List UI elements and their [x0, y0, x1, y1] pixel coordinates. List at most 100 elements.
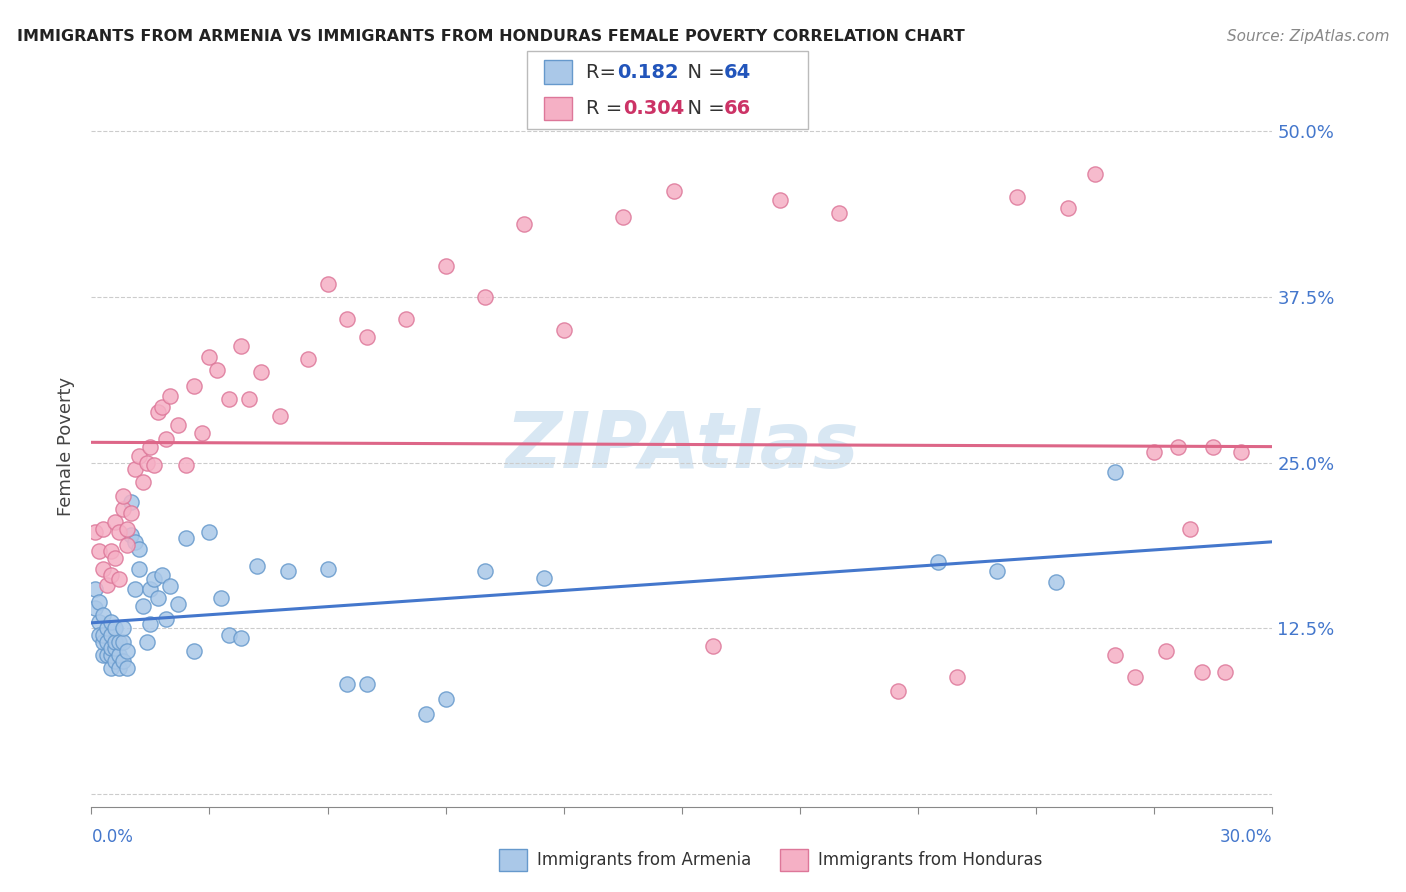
Point: [356, 329, 378, 343]
Point: [91, 648, 114, 662]
Point: [1202, 440, 1225, 454]
Point: [174, 458, 197, 473]
Point: [1213, 665, 1236, 679]
Point: [115, 644, 138, 658]
Text: Source: ZipAtlas.com: Source: ZipAtlas.com: [1226, 29, 1389, 44]
Point: [131, 475, 153, 490]
Point: [155, 612, 177, 626]
Point: [89, 544, 111, 558]
Point: [316, 561, 339, 575]
Point: [131, 599, 153, 613]
Point: [209, 591, 232, 605]
Point: [946, 670, 969, 684]
Point: [1084, 167, 1107, 181]
Point: [1104, 648, 1126, 662]
Point: [474, 290, 496, 304]
Point: [124, 535, 146, 549]
Text: N =: N =: [675, 99, 731, 118]
Point: [104, 515, 127, 529]
Point: [474, 564, 496, 578]
Point: [139, 617, 162, 632]
Point: [108, 572, 131, 586]
Point: [1154, 644, 1177, 658]
Point: [111, 655, 134, 669]
Point: [135, 456, 157, 470]
Point: [100, 648, 122, 662]
Point: [1056, 201, 1078, 215]
Point: [91, 628, 114, 642]
Point: [96, 577, 118, 591]
Point: [100, 568, 122, 582]
Point: [1143, 445, 1166, 459]
Point: [84, 524, 107, 539]
Point: [533, 571, 555, 585]
Point: [124, 582, 146, 596]
Point: [769, 193, 792, 207]
Point: [104, 621, 127, 635]
Point: [143, 572, 166, 586]
Point: [89, 615, 111, 629]
Point: [128, 541, 150, 556]
Point: [356, 677, 378, 691]
Text: 0.304: 0.304: [623, 99, 685, 118]
Point: [111, 634, 134, 648]
Point: [434, 691, 457, 706]
Y-axis label: Female Poverty: Female Poverty: [56, 376, 75, 516]
Point: [167, 598, 190, 612]
Point: [190, 426, 212, 441]
Point: [143, 458, 166, 473]
Point: [1191, 665, 1213, 679]
Point: [96, 648, 118, 662]
Point: [120, 495, 142, 509]
Point: [395, 312, 418, 326]
Point: [662, 184, 685, 198]
Point: [139, 582, 162, 596]
Point: [150, 400, 173, 414]
Point: [297, 352, 319, 367]
Point: [100, 544, 122, 558]
Point: [316, 277, 339, 291]
Point: [111, 489, 134, 503]
Text: ZIPAtlas: ZIPAtlas: [505, 408, 859, 484]
Point: [108, 648, 131, 662]
Point: [198, 524, 221, 539]
Point: [269, 409, 291, 424]
Text: N =: N =: [675, 62, 731, 81]
Point: [91, 561, 114, 575]
Point: [104, 655, 127, 669]
Point: [207, 363, 229, 377]
Point: [612, 211, 634, 225]
Point: [218, 628, 240, 642]
Point: [135, 634, 157, 648]
Point: [91, 634, 114, 648]
Point: [1123, 670, 1146, 684]
Point: [148, 591, 170, 605]
Text: 64: 64: [724, 62, 751, 81]
Point: [108, 634, 131, 648]
Point: [336, 312, 359, 326]
Point: [91, 522, 114, 536]
Point: [927, 555, 949, 569]
Point: [139, 440, 162, 454]
Point: [115, 661, 138, 675]
Point: [277, 564, 299, 578]
Point: [104, 551, 127, 566]
Point: [115, 522, 138, 536]
Text: 30.0%: 30.0%: [1220, 828, 1272, 846]
Point: [100, 661, 122, 675]
Point: [336, 677, 359, 691]
Point: [159, 389, 181, 403]
Point: [198, 350, 221, 364]
Text: 0.182: 0.182: [617, 62, 679, 81]
Point: [513, 217, 536, 231]
Point: [89, 628, 111, 642]
Point: [1005, 190, 1028, 204]
Point: [1167, 440, 1189, 454]
Point: [159, 579, 181, 593]
Text: 0.0%: 0.0%: [91, 828, 134, 846]
Point: [148, 405, 170, 419]
Point: [249, 366, 271, 380]
Text: Immigrants from Armenia: Immigrants from Armenia: [537, 851, 751, 869]
Point: [111, 502, 134, 516]
Point: [238, 392, 260, 406]
